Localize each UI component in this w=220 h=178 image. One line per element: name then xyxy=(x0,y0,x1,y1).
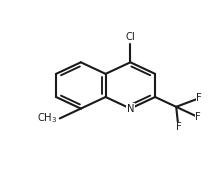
Text: CH$_3$: CH$_3$ xyxy=(37,111,58,125)
Text: F: F xyxy=(195,112,201,122)
Text: F: F xyxy=(176,122,181,132)
Text: N: N xyxy=(127,104,134,114)
Text: Cl: Cl xyxy=(125,32,135,42)
Text: F: F xyxy=(196,93,202,103)
